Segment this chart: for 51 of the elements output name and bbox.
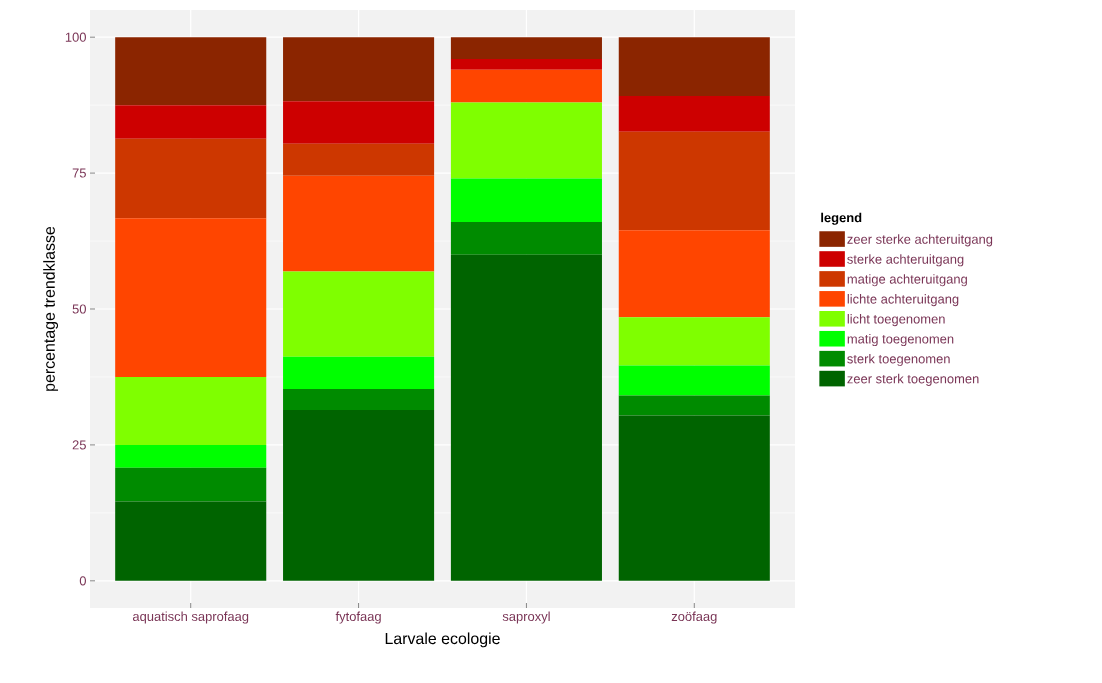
bar [618, 395, 770, 416]
y-tick-label: 100 [65, 32, 86, 42]
bar [450, 222, 602, 255]
legend-label: licht toegenomen [847, 314, 945, 327]
bar [115, 467, 267, 502]
bar [450, 37, 602, 59]
bar [618, 131, 770, 231]
legend-label: sterk toegenomen [847, 353, 950, 367]
bar [283, 101, 435, 144]
legend-label: lichte achteruitgang [847, 294, 959, 307]
x-tick-label: aquatisch saprofaag [132, 611, 249, 624]
bar [283, 388, 435, 411]
bar [283, 37, 435, 102]
bar [618, 415, 770, 581]
bar [283, 175, 435, 272]
bar [115, 138, 267, 219]
bar [115, 37, 267, 106]
legend-title: legend [821, 212, 862, 225]
bar [115, 105, 267, 139]
bar [618, 317, 770, 366]
y-tick-label: 0 [79, 576, 86, 586]
bar [450, 58, 602, 70]
bar [450, 254, 602, 581]
bar [450, 178, 602, 223]
bar [618, 95, 770, 132]
x-tick-label: zoöfaag [671, 611, 717, 624]
legend-label: sterke achteruitgang [847, 254, 964, 267]
bar [115, 444, 267, 468]
x-tick-label: fytofaag [335, 611, 381, 624]
bar [283, 410, 435, 581]
bar [115, 501, 267, 581]
bar [618, 365, 770, 396]
bar [115, 376, 267, 445]
legend-label: matige achteruitgang [847, 274, 967, 287]
y-tick-label: 50 [72, 304, 86, 314]
x-axis-title: Larvale ecologie [385, 632, 500, 648]
bar [283, 271, 435, 357]
y-tick-label: 75 [72, 168, 86, 178]
bar [450, 69, 602, 103]
bar [618, 37, 770, 96]
y-axis-title: percentage trendklasse [43, 226, 59, 391]
legend-label: zeer sterk toegenomen [847, 373, 979, 386]
legend-label: zeer sterke achteruitgang [847, 234, 993, 247]
bar [115, 218, 267, 377]
bar [450, 102, 602, 179]
y-tick-label: 25 [72, 440, 86, 450]
bar [618, 230, 770, 318]
legend-label: matig toegenomen [847, 333, 954, 347]
bar [283, 356, 435, 389]
bar [283, 143, 435, 176]
x-tick-label: saproxyl [502, 611, 550, 624]
